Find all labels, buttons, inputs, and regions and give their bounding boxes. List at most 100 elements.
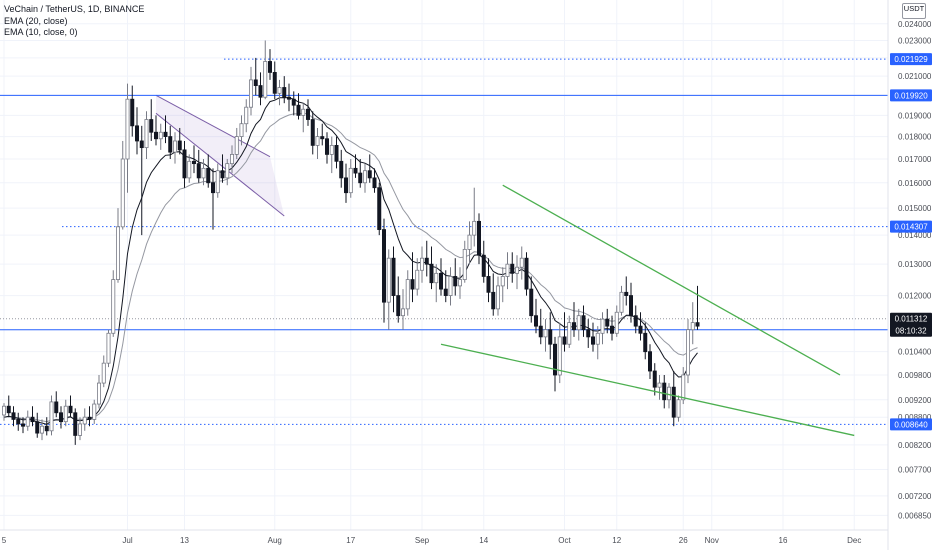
candle bbox=[63, 399, 68, 427]
candle-body bbox=[519, 257, 524, 268]
candle-body bbox=[78, 423, 83, 436]
candle-body bbox=[16, 419, 21, 425]
candle bbox=[534, 298, 539, 334]
candle-body bbox=[681, 374, 686, 401]
candle bbox=[244, 99, 249, 133]
candle-body bbox=[44, 425, 49, 432]
candle-body bbox=[225, 163, 230, 179]
candle bbox=[481, 240, 486, 283]
candle-body bbox=[553, 343, 558, 376]
candle-body bbox=[320, 136, 325, 140]
candle-body bbox=[419, 257, 424, 271]
candle-body bbox=[633, 315, 638, 327]
candle bbox=[667, 383, 672, 409]
candle bbox=[158, 123, 163, 150]
candle-body bbox=[163, 131, 168, 137]
candle-body bbox=[158, 131, 163, 140]
candle bbox=[206, 154, 211, 188]
candle bbox=[286, 83, 291, 112]
candle bbox=[572, 302, 577, 337]
candle-body bbox=[467, 234, 472, 250]
level-badge-text: 0.008640 bbox=[894, 420, 928, 429]
current-price-badge: 0.011312 08:10:32 bbox=[890, 312, 932, 337]
candle bbox=[343, 163, 348, 203]
candle bbox=[92, 399, 97, 424]
channel-fill bbox=[156, 95, 285, 216]
candle bbox=[324, 132, 329, 164]
candle bbox=[400, 289, 405, 330]
candle bbox=[415, 258, 420, 296]
candle bbox=[106, 329, 111, 368]
candle-body bbox=[196, 163, 201, 179]
y-tick-label: 0.007700 bbox=[898, 466, 932, 475]
candle bbox=[116, 208, 121, 283]
candle-body bbox=[438, 272, 443, 290]
legend-ema20[interactable]: EMA (20, close) bbox=[4, 15, 68, 26]
x-tick-label: Dec bbox=[847, 536, 861, 545]
candle-body bbox=[415, 269, 420, 290]
candle bbox=[120, 140, 125, 230]
candle bbox=[367, 154, 372, 183]
candle bbox=[553, 336, 558, 392]
candle bbox=[253, 57, 258, 96]
candle-body bbox=[315, 136, 320, 146]
candle bbox=[177, 127, 182, 155]
legend-ema10[interactable]: EMA (10, close, 0) bbox=[4, 27, 78, 37]
candle-body bbox=[220, 170, 225, 179]
candle-body bbox=[234, 136, 239, 155]
candle-body bbox=[462, 248, 467, 280]
legend-symbol[interactable]: VeChain / TetherUS, 1D, BINANCE bbox=[4, 4, 145, 14]
trendline bbox=[502, 184, 841, 376]
candle bbox=[187, 154, 192, 183]
current-price-value: 0.011312 bbox=[895, 315, 928, 324]
candle-body bbox=[82, 416, 87, 425]
candle-body bbox=[619, 291, 624, 313]
candle-body bbox=[538, 325, 543, 338]
time-axis[interactable]: 5 Jul 13 Aug 17 Sep 14 Oct 12 26 Nov 16 Dec bbox=[0, 529, 888, 545]
candle bbox=[372, 168, 377, 193]
candle-body bbox=[358, 172, 363, 184]
candle-body bbox=[111, 279, 116, 334]
candle-body bbox=[595, 332, 600, 345]
y-tick-label: 0.007200 bbox=[898, 492, 932, 501]
x-tick-label: 5 bbox=[2, 536, 7, 545]
candle bbox=[296, 93, 301, 120]
candle bbox=[277, 79, 282, 106]
candle-body bbox=[576, 315, 581, 331]
candle bbox=[220, 154, 225, 183]
y-tick-label: 0.024000 bbox=[898, 20, 932, 29]
candle bbox=[515, 255, 520, 290]
candle-body bbox=[130, 98, 135, 127]
candle bbox=[111, 270, 116, 337]
candle bbox=[624, 276, 629, 306]
candle bbox=[334, 136, 339, 169]
candle-body bbox=[638, 325, 643, 334]
candle bbox=[82, 408, 87, 431]
candle-body bbox=[229, 154, 234, 165]
level-badge: 0.008640 bbox=[890, 418, 932, 431]
candle-body bbox=[40, 425, 45, 434]
candle bbox=[652, 363, 657, 396]
candle bbox=[139, 125, 144, 236]
candle bbox=[20, 417, 25, 434]
candle-body bbox=[120, 158, 125, 228]
candle bbox=[310, 111, 315, 155]
candle bbox=[491, 273, 496, 316]
candle bbox=[690, 302, 695, 345]
candle-body bbox=[63, 405, 68, 423]
candle bbox=[434, 264, 439, 303]
candle bbox=[30, 406, 35, 427]
candle bbox=[301, 103, 306, 133]
candle-body bbox=[11, 412, 16, 420]
candle bbox=[229, 145, 234, 174]
candle bbox=[671, 371, 676, 427]
candle-body bbox=[310, 119, 315, 146]
currency-badge[interactable]: USDT bbox=[902, 3, 926, 19]
x-tick-label: 17 bbox=[346, 536, 355, 545]
x-tick-label: Aug bbox=[268, 536, 282, 545]
candle-body bbox=[182, 149, 187, 179]
candle-body bbox=[258, 85, 263, 98]
candle-body bbox=[305, 108, 310, 120]
candle-body bbox=[168, 136, 173, 153]
